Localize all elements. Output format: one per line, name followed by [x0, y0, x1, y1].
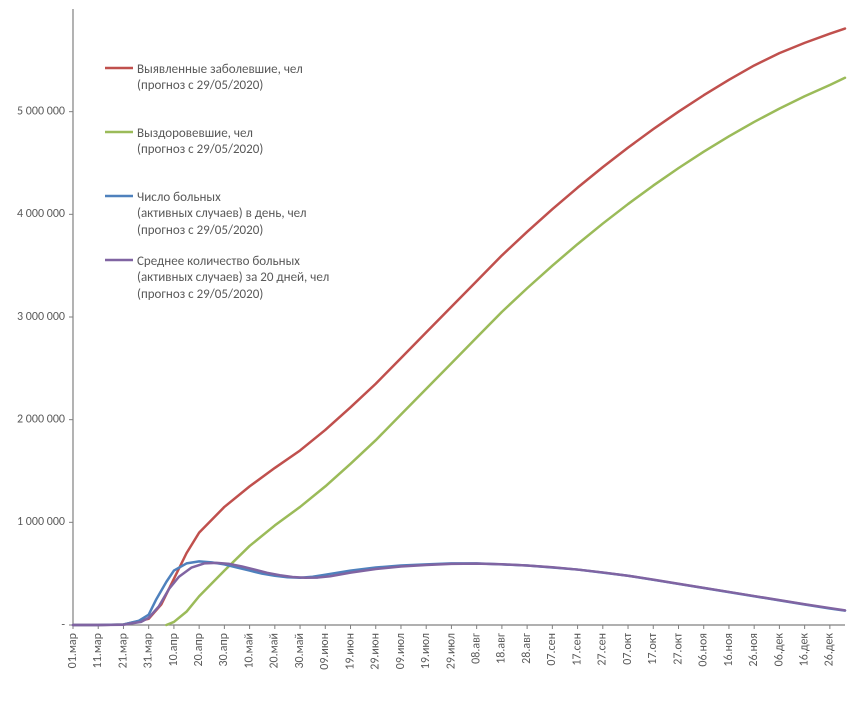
legend-label: Выздоровевшие, чел(прогноз с 29/05/2020)	[137, 126, 263, 159]
legend-item-recovered: Выздоровевшие, чел(прогноз с 29/05/2020)	[105, 126, 263, 159]
svg-text:06.ноя: 06.ноя	[697, 633, 711, 667]
svg-text:4 000 000: 4 000 000	[17, 207, 65, 221]
svg-text:29.июл: 29.июл	[444, 633, 458, 669]
svg-text:07.окт: 07.окт	[621, 633, 635, 665]
svg-text:28.авг: 28.авг	[520, 632, 534, 664]
legend-item-active: Число больных(активных случаев) в день, …	[105, 190, 307, 239]
legend-swatch	[105, 190, 133, 206]
svg-text:19.июл: 19.июл	[419, 633, 433, 669]
svg-text:5 000 000: 5 000 000	[17, 105, 65, 119]
svg-text:27.сен: 27.сен	[596, 633, 610, 666]
svg-text:21.мар: 21.мар	[116, 633, 130, 668]
svg-text:26.дек: 26.дек	[823, 633, 837, 667]
svg-text:08.авг: 08.авг	[470, 632, 484, 664]
svg-text:20.май: 20.май	[268, 633, 282, 669]
svg-text:27.окт: 27.окт	[671, 633, 685, 665]
svg-text:1 000 000: 1 000 000	[17, 515, 65, 529]
svg-text:11.мар: 11.мар	[91, 633, 105, 668]
svg-text:09.июл: 09.июл	[394, 633, 408, 669]
svg-text:10.май: 10.май	[242, 633, 256, 669]
covid-forecast-chart: - 1 000 000 2 000 000 3 000 000 4 000 000 5 0…	[0, 0, 855, 711]
legend-label: Число больных(активных случаев) в день, …	[137, 190, 307, 239]
svg-text:29.июн: 29.июн	[369, 633, 383, 670]
svg-text:2 000 000: 2 000 000	[17, 413, 65, 427]
chart-svg: - 1 000 000 2 000 000 3 000 000 4 000 000 5 0…	[0, 0, 855, 711]
legend-label: Среднее количество больных(активных случ…	[137, 254, 329, 303]
svg-text:-: -	[61, 618, 65, 632]
legend-swatch	[105, 254, 133, 270]
svg-text:31.мар: 31.мар	[142, 633, 156, 668]
svg-text:20.апр: 20.апр	[192, 633, 206, 667]
legend-item-active_avg: Среднее количество больных(активных случ…	[105, 254, 329, 303]
svg-text:30.апр: 30.апр	[217, 633, 231, 667]
svg-text:06.дек: 06.дек	[772, 633, 786, 667]
svg-text:01.мар: 01.мар	[66, 633, 80, 668]
svg-text:16.ноя: 16.ноя	[722, 633, 736, 667]
svg-text:3 000 000: 3 000 000	[17, 310, 65, 324]
svg-text:07.сен: 07.сен	[545, 633, 559, 666]
svg-text:19.июн: 19.июн	[343, 633, 357, 670]
svg-text:17.сен: 17.сен	[570, 633, 584, 666]
legend-swatch	[105, 62, 133, 78]
legend-swatch	[105, 126, 133, 142]
svg-text:09.июн: 09.июн	[318, 633, 332, 670]
svg-text:10.апр: 10.апр	[167, 633, 181, 667]
svg-text:18.авг: 18.авг	[495, 632, 509, 664]
svg-text:30.май: 30.май	[293, 633, 307, 669]
svg-text:16.дек: 16.дек	[797, 633, 811, 667]
svg-text:17.окт: 17.окт	[646, 633, 660, 665]
svg-text:26.ноя: 26.ноя	[747, 633, 761, 667]
legend-item-infected: Выявленные заболевшие, чел(прогноз с 29/…	[105, 62, 303, 95]
legend-label: Выявленные заболевшие, чел(прогноз с 29/…	[137, 62, 303, 95]
